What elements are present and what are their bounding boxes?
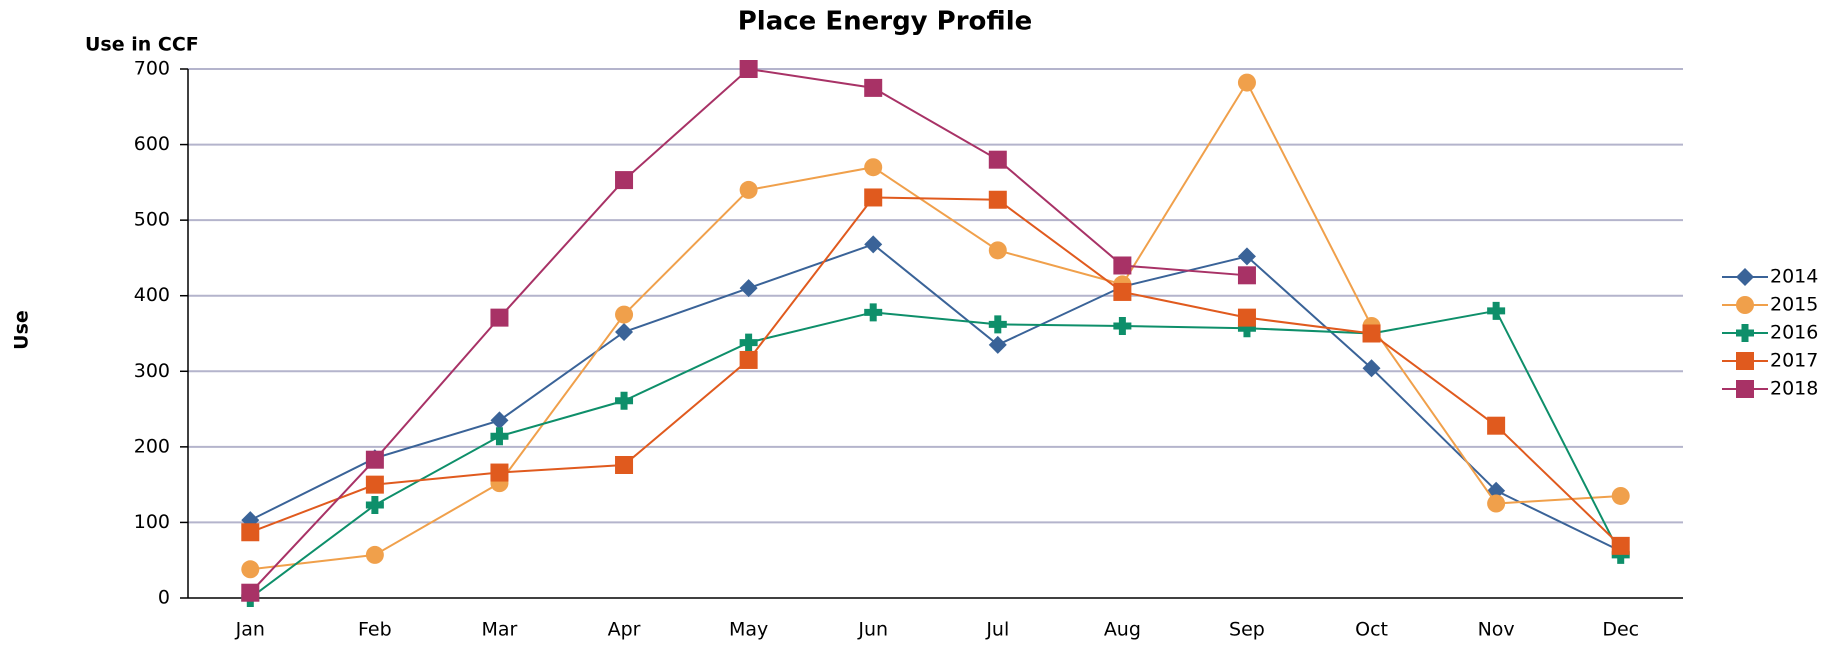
series-line (249, 196, 1622, 547)
y-unit-label: Use in CCF (85, 34, 199, 56)
x-tick-label: Apr (608, 619, 641, 641)
chart-title: Place Energy Profile (738, 7, 1033, 37)
point (1362, 324, 1381, 343)
legend-label: 2017 (1770, 350, 1818, 372)
x-tick-label: Jul (985, 619, 1009, 641)
point (988, 190, 1007, 209)
y-tick-label: 700 (134, 58, 170, 80)
point (739, 279, 758, 298)
x-tick-label: Feb (358, 619, 392, 641)
point (490, 427, 509, 446)
point (241, 583, 260, 602)
point (365, 475, 384, 494)
point (988, 150, 1007, 169)
point (1362, 359, 1381, 378)
legend-label: 2016 (1770, 322, 1818, 344)
x-tick-label: Mar (482, 619, 518, 641)
point (864, 158, 883, 177)
x-tick-label: Oct (1355, 619, 1388, 641)
point (1611, 545, 1630, 564)
point (1611, 486, 1630, 505)
point (1237, 266, 1256, 285)
point (739, 333, 758, 352)
point (864, 78, 883, 97)
point (1237, 319, 1256, 338)
point (739, 60, 758, 78)
point (490, 463, 509, 482)
x-tick-label: Dec (1602, 619, 1639, 641)
series-line (250, 80, 1621, 571)
legend-label: 2014 (1770, 266, 1818, 288)
point (864, 235, 883, 254)
legend-marker (1736, 268, 1754, 286)
legend-marker (1736, 324, 1754, 342)
point (1487, 416, 1506, 435)
point (365, 450, 384, 469)
y-tick-label: 200 (134, 435, 170, 457)
y-tick-label: 0 (158, 587, 170, 609)
y-tick-label: 100 (134, 511, 170, 533)
x-tick-label: Jan (235, 619, 265, 641)
legend-marker (1736, 380, 1754, 398)
point (1237, 73, 1256, 92)
point (864, 303, 883, 322)
point (365, 545, 384, 564)
point (615, 455, 634, 474)
point (490, 411, 509, 430)
point (1487, 481, 1506, 500)
point (1113, 256, 1132, 275)
point (490, 308, 509, 327)
y-tick-label: 600 (134, 133, 170, 155)
legend-marker (1736, 352, 1754, 370)
y-tick-label: 500 (134, 209, 170, 231)
point (1611, 536, 1630, 555)
point (615, 305, 634, 324)
point (988, 335, 1007, 354)
y-axis-label: Use (11, 310, 33, 350)
point (615, 171, 634, 190)
x-tick-label: Jun (857, 619, 888, 641)
point (1113, 316, 1132, 335)
legend-label: 2015 (1770, 294, 1818, 316)
series-line (249, 243, 1622, 553)
point (1487, 494, 1506, 513)
point (241, 523, 260, 542)
series-line (249, 67, 1248, 594)
series-line (249, 309, 1622, 599)
y-tick-label: 400 (134, 284, 170, 306)
point (241, 560, 260, 579)
x-tick-label: Nov (1478, 619, 1515, 641)
x-tick-label: May (729, 619, 768, 641)
point (1487, 301, 1506, 320)
point (365, 496, 384, 515)
point (739, 350, 758, 369)
point (1237, 247, 1256, 266)
point (988, 315, 1007, 334)
point (864, 188, 883, 207)
point (615, 322, 634, 341)
legend-marker (1736, 296, 1754, 314)
point (615, 391, 634, 410)
legend-label: 2018 (1770, 378, 1818, 400)
point (739, 180, 758, 199)
point (1113, 282, 1132, 301)
point (1237, 308, 1256, 327)
point (988, 241, 1007, 260)
x-tick-label: Sep (1229, 619, 1265, 641)
y-tick-label: 300 (134, 360, 170, 382)
x-tick-label: Aug (1104, 619, 1141, 641)
